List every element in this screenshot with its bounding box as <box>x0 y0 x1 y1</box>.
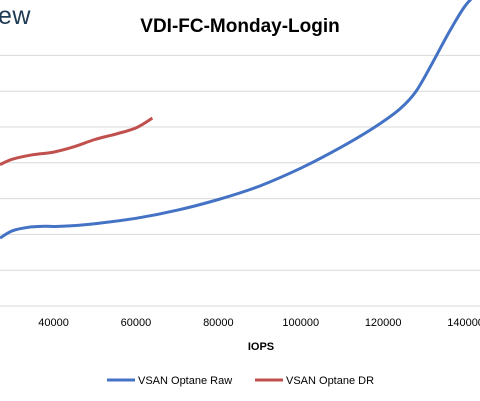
gridlines <box>0 54 480 307</box>
logo-fragment: ew <box>0 2 31 30</box>
x-tick-label: 60000 <box>121 317 152 329</box>
x-tick-label: 80000 <box>203 317 234 329</box>
x-tick-label: 40000 <box>38 317 69 329</box>
x-tick-label: 120000 <box>365 317 402 329</box>
chart-title: VDI-FC-Monday-Login <box>140 16 340 37</box>
series-line-raw <box>0 0 473 240</box>
series-lines <box>0 0 473 240</box>
x-tick-label: 140000 <box>447 317 480 329</box>
x-axis-label: IOPS <box>248 341 274 353</box>
x-tick-label: 100000 <box>282 317 319 329</box>
x-tick-labels: 40000 60000 80000 100000 120000 140000 <box>38 317 480 329</box>
legend-label-raw: VSAN Optane Raw <box>138 375 232 387</box>
legend-label-dr: VSAN Optane DR <box>286 375 374 387</box>
series-line-dr <box>0 116 154 166</box>
legend: VSAN Optane Raw VSAN Optane DR <box>107 375 374 387</box>
